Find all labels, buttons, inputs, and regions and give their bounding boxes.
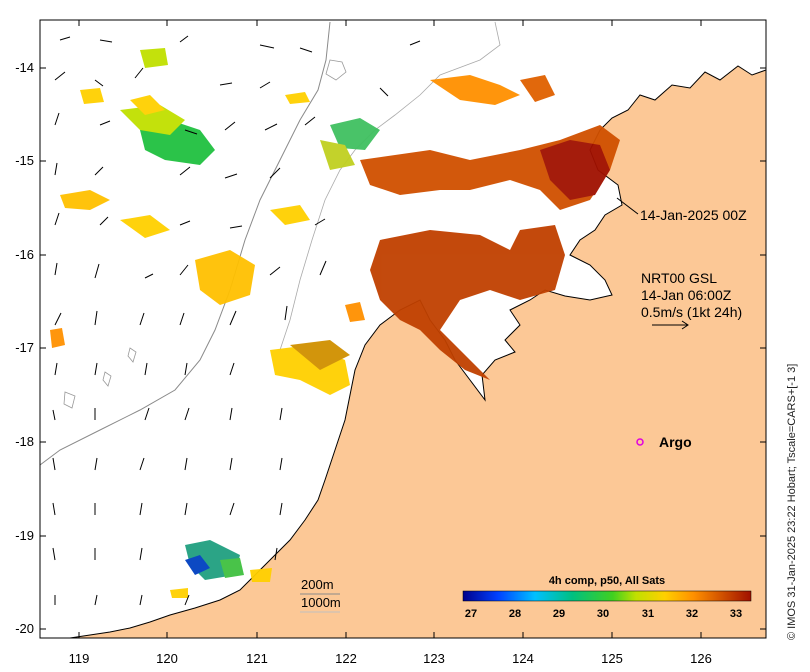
lat-tick-14: -14 (15, 60, 34, 75)
scale-arrow (652, 320, 689, 330)
current-vectors (52, 35, 421, 606)
lat-tick-20: -20 (15, 621, 34, 636)
island (325, 59, 347, 81)
lat-tick-16: -16 (15, 247, 34, 262)
lon-tick-123: 123 (423, 651, 445, 666)
lon-tick-126: 126 (690, 651, 712, 666)
lon-tick-marks (78, 20, 702, 638)
sst-patches (50, 48, 620, 598)
colorbar-tick-28: 28 (509, 608, 521, 620)
lon-axis: 119 120 121 122 123 124 125 126 (69, 651, 712, 666)
lat-tick-marks (40, 67, 766, 630)
lon-tick-119: 119 (69, 651, 90, 666)
lon-tick-121: 121 (246, 651, 268, 666)
contour-1000-label: 1000m (301, 595, 341, 610)
annotations: 14-Jan-2025 00Z NRT00 GSL 14-Jan 06:00Z … (301, 207, 747, 610)
credit-text: © IMOS 31-Jan-2025 23:22 Hobart; Tscale=… (786, 363, 798, 640)
colorbar: 4h comp, p50, All Sats 27 28 29 30 31 32… (462, 575, 752, 620)
colorbar-tick-30: 30 (597, 608, 609, 620)
colorbar-gradient (462, 590, 752, 602)
plot-frame (39, 19, 767, 639)
land-mass (69, 65, 766, 638)
contour-200-label: 200m (301, 577, 334, 592)
lon-tick-124: 124 (512, 651, 534, 666)
colorbar-tick-29: 29 (553, 608, 565, 620)
lat-tick-15: -15 (15, 153, 34, 168)
colorbar-tick-33: 33 (730, 608, 742, 620)
lon-tick-125: 125 (601, 651, 623, 666)
track-pointer (616, 197, 639, 215)
lon-tick-120: 120 (156, 651, 178, 666)
lat-tick-17: -17 (15, 340, 34, 355)
bathy-contour-200m (40, 21, 331, 466)
argo-marker[interactable] (636, 438, 644, 446)
lat-tick-18: -18 (15, 434, 34, 449)
lon-tick-122: 122 (335, 651, 357, 666)
colorbar-tick-31: 31 (642, 608, 654, 620)
scale-label: 0.5m/s (1kt 24h) (641, 304, 742, 320)
colorbar-title: 4h comp, p50, All Sats (549, 575, 665, 587)
argo-label: Argo (659, 434, 692, 450)
lat-tick-19: -19 (15, 528, 34, 543)
colorbar-tick-27: 27 (465, 608, 477, 620)
lat-axis: -14 -15 -16 -17 -18 -19 -20 (15, 60, 34, 636)
island-small (63, 347, 137, 409)
track-time-label: 14-Jan-2025 00Z (640, 207, 747, 223)
colorbar-tick-32: 32 (686, 608, 698, 620)
product-label-line1: NRT00 GSL (641, 270, 717, 286)
product-label-line2: 14-Jan 06:00Z (641, 287, 732, 303)
